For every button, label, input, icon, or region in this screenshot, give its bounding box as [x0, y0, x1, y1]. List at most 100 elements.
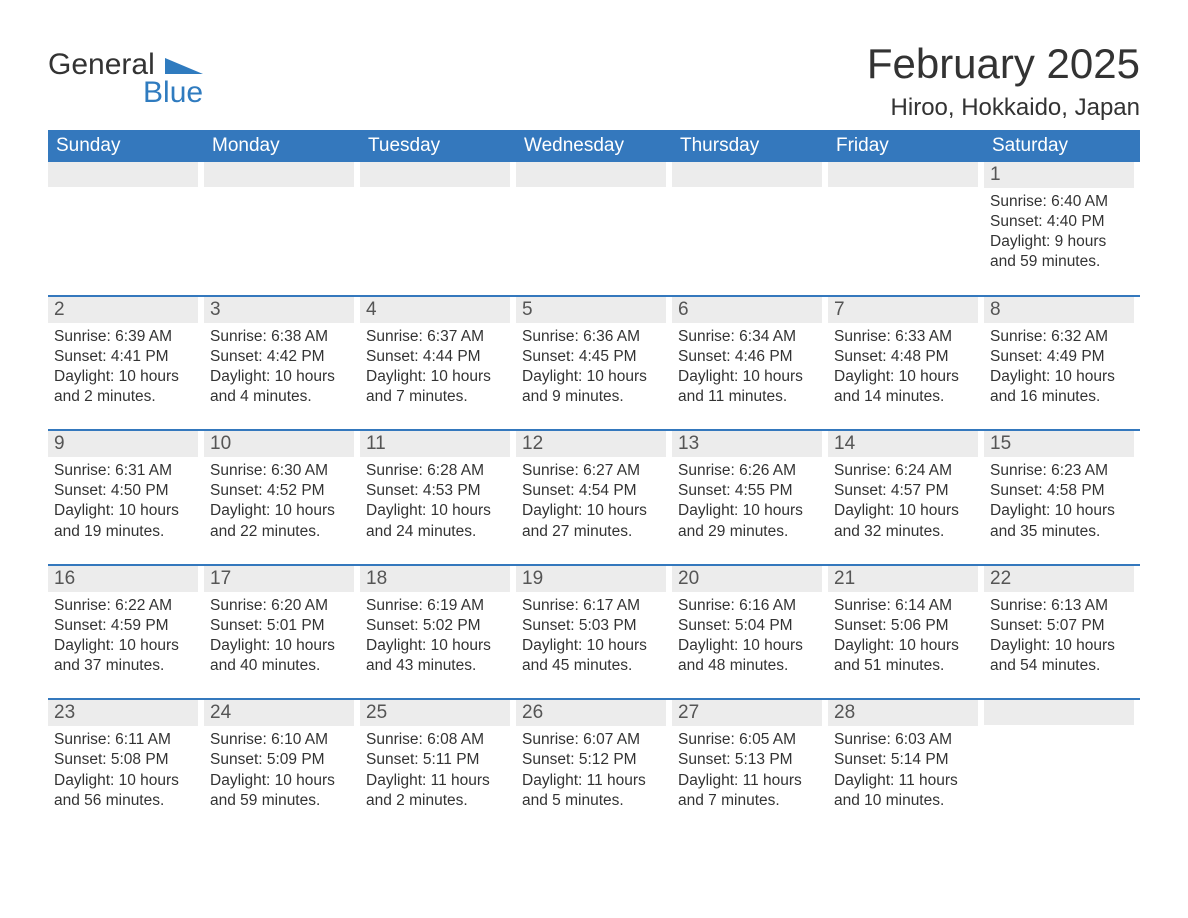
day-number: 20: [678, 568, 699, 589]
day-cell: 20Sunrise: 6:16 AMSunset: 5:04 PMDayligh…: [672, 566, 828, 677]
day-details: Sunrise: 6:17 AMSunset: 5:03 PMDaylight:…: [516, 592, 666, 677]
day-details: Sunrise: 6:40 AMSunset: 4:40 PMDaylight:…: [984, 188, 1134, 273]
day-number: 23: [54, 702, 75, 723]
calendar: Sunday Monday Tuesday Wednesday Thursday…: [48, 130, 1140, 811]
day-cell: [360, 162, 516, 273]
day-number-strip: 26: [516, 700, 666, 726]
sunrise-text: Sunrise: 6:11 AM: [54, 730, 198, 750]
day-details: Sunrise: 6:37 AMSunset: 4:44 PMDaylight:…: [360, 323, 510, 408]
dow-monday: Monday: [204, 130, 360, 162]
day-cell: 5Sunrise: 6:36 AMSunset: 4:45 PMDaylight…: [516, 297, 672, 408]
day-number-strip: 25: [360, 700, 510, 726]
sunset-text: Sunset: 5:13 PM: [678, 750, 822, 770]
day-cell: 15Sunrise: 6:23 AMSunset: 4:58 PMDayligh…: [984, 431, 1140, 542]
sunset-text: Sunset: 4:53 PM: [366, 481, 510, 501]
daylight-text-2: and 16 minutes.: [990, 387, 1134, 407]
day-details: Sunrise: 6:34 AMSunset: 4:46 PMDaylight:…: [672, 323, 822, 408]
daylight-text-2: and 22 minutes.: [210, 522, 354, 542]
day-number: 1: [990, 164, 1001, 185]
daylight-text-2: and 27 minutes.: [522, 522, 666, 542]
day-details: Sunrise: 6:22 AMSunset: 4:59 PMDaylight:…: [48, 592, 198, 677]
sunset-text: Sunset: 4:41 PM: [54, 347, 198, 367]
location-label: Hiroo, Hokkaido, Japan: [867, 94, 1140, 122]
day-cell: [984, 700, 1140, 811]
sunset-text: Sunset: 5:03 PM: [522, 616, 666, 636]
brand-text-blue: Blue: [48, 78, 203, 108]
sunrise-text: Sunrise: 6:31 AM: [54, 461, 198, 481]
daylight-text-2: and 5 minutes.: [522, 791, 666, 811]
day-details: Sunrise: 6:28 AMSunset: 4:53 PMDaylight:…: [360, 457, 510, 542]
day-number-strip: [828, 162, 978, 187]
daylight-text-2: and 43 minutes.: [366, 656, 510, 676]
day-number-strip: 17: [204, 566, 354, 592]
dow-friday: Friday: [828, 130, 984, 162]
daylight-text-1: Daylight: 10 hours: [54, 367, 198, 387]
sunrise-text: Sunrise: 6:36 AM: [522, 327, 666, 347]
day-cell: 6Sunrise: 6:34 AMSunset: 4:46 PMDaylight…: [672, 297, 828, 408]
sunrise-text: Sunrise: 6:39 AM: [54, 327, 198, 347]
day-details: Sunrise: 6:20 AMSunset: 5:01 PMDaylight:…: [204, 592, 354, 677]
daylight-text-1: Daylight: 10 hours: [210, 501, 354, 521]
sunset-text: Sunset: 5:14 PM: [834, 750, 978, 770]
day-number-strip: [984, 700, 1134, 725]
day-details: Sunrise: 6:14 AMSunset: 5:06 PMDaylight:…: [828, 592, 978, 677]
daylight-text-2: and 35 minutes.: [990, 522, 1134, 542]
day-details: Sunrise: 6:26 AMSunset: 4:55 PMDaylight:…: [672, 457, 822, 542]
sunset-text: Sunset: 4:50 PM: [54, 481, 198, 501]
week-row: 16 Sunrise: 6:22 AMSunset: 4:59 PMDayligh…: [48, 564, 1140, 677]
sunset-text: Sunset: 4:46 PM: [678, 347, 822, 367]
day-details: Sunrise: 6:13 AMSunset: 5:07 PMDaylight:…: [984, 592, 1134, 677]
day-number-strip: 19: [516, 566, 666, 592]
sunset-text: Sunset: 4:44 PM: [366, 347, 510, 367]
day-cell: 28Sunrise: 6:03 AMSunset: 5:14 PMDayligh…: [828, 700, 984, 811]
day-number: 26: [522, 702, 543, 723]
daylight-text-2: and 51 minutes.: [834, 656, 978, 676]
day-details: Sunrise: 6:33 AMSunset: 4:48 PMDaylight:…: [828, 323, 978, 408]
sunrise-text: Sunrise: 6:10 AM: [210, 730, 354, 750]
dow-saturday: Saturday: [984, 130, 1140, 162]
day-cell: 8Sunrise: 6:32 AMSunset: 4:49 PMDaylight…: [984, 297, 1140, 408]
sunrise-text: Sunrise: 6:33 AM: [834, 327, 978, 347]
day-number-strip: 3: [204, 297, 354, 323]
daylight-text-1: Daylight: 10 hours: [678, 367, 822, 387]
day-number-strip: 6: [672, 297, 822, 323]
day-cell: 3Sunrise: 6:38 AMSunset: 4:42 PMDaylight…: [204, 297, 360, 408]
sunset-text: Sunset: 5:04 PM: [678, 616, 822, 636]
day-cell: 14Sunrise: 6:24 AMSunset: 4:57 PMDayligh…: [828, 431, 984, 542]
daylight-text-2: and 59 minutes.: [990, 252, 1134, 272]
week-row: 2Sunrise: 6:39 AMSunset: 4:41 PMDaylight…: [48, 295, 1140, 408]
daylight-text-2: and 7 minutes.: [366, 387, 510, 407]
day-cell: 25Sunrise: 6:08 AMSunset: 5:11 PMDayligh…: [360, 700, 516, 811]
day-details: Sunrise: 6:30 AMSunset: 4:52 PMDaylight:…: [204, 457, 354, 542]
sunrise-text: Sunrise: 6:24 AM: [834, 461, 978, 481]
sunrise-text: Sunrise: 6:05 AM: [678, 730, 822, 750]
day-number: 16: [54, 568, 75, 589]
day-number: 13: [678, 433, 699, 454]
sunrise-text: Sunrise: 6:40 AM: [990, 192, 1134, 212]
day-cell: 24Sunrise: 6:10 AMSunset: 5:09 PMDayligh…: [204, 700, 360, 811]
day-number: 21: [834, 568, 855, 589]
daylight-text-2: and 48 minutes.: [678, 656, 822, 676]
day-number: 28: [834, 702, 855, 723]
sunrise-text: Sunrise: 6:26 AM: [678, 461, 822, 481]
daylight-text-2: and 10 minutes.: [834, 791, 978, 811]
daylight-text-2: and 32 minutes.: [834, 522, 978, 542]
day-number-strip: 15: [984, 431, 1134, 457]
day-cell: 21 Sunrise: 6:14 AMSunset: 5:06 PMDayligh…: [828, 566, 984, 677]
dow-wednesday: Wednesday: [516, 130, 672, 162]
daylight-text-2: and 19 minutes.: [54, 522, 198, 542]
day-number: 7: [834, 299, 845, 320]
day-details: Sunrise: 6:39 AMSunset: 4:41 PMDaylight:…: [48, 323, 198, 408]
day-number-strip: 28: [828, 700, 978, 726]
day-number-strip: [672, 162, 822, 187]
sunrise-text: Sunrise: 6:34 AM: [678, 327, 822, 347]
daylight-text-2: and 56 minutes.: [54, 791, 198, 811]
day-details: Sunrise: 6:32 AMSunset: 4:49 PMDaylight:…: [984, 323, 1134, 408]
sunset-text: Sunset: 5:11 PM: [366, 750, 510, 770]
day-details: Sunrise: 6:05 AMSunset: 5:13 PMDaylight:…: [672, 726, 822, 811]
day-number-strip: 2: [48, 297, 198, 323]
daylight-text-2: and 2 minutes.: [366, 791, 510, 811]
dow-sunday: Sunday: [48, 130, 204, 162]
daylight-text-1: Daylight: 10 hours: [522, 636, 666, 656]
day-number-strip: 8: [984, 297, 1134, 323]
